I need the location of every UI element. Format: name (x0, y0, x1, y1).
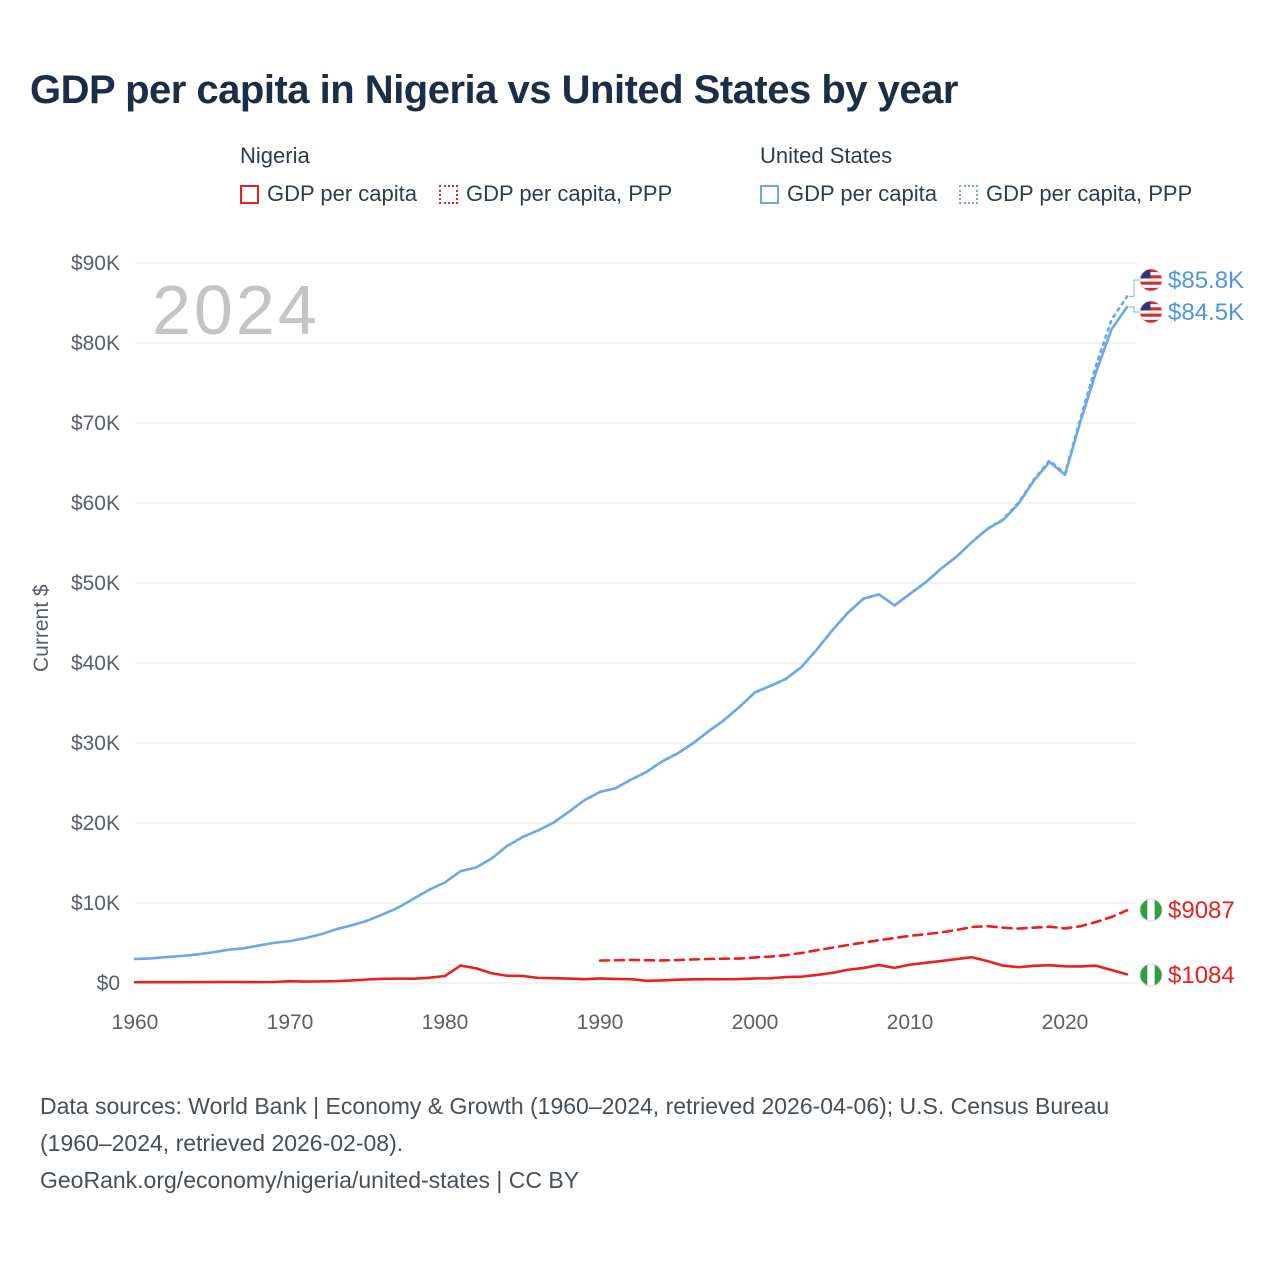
end-label-value: $1084 (1168, 962, 1235, 989)
legend-group-united-states: United States GDP per capita GDP per cap… (760, 143, 1192, 207)
dotted-line-swatch-icon (959, 184, 979, 204)
page-title: GDP per capita in Nigeria vs United Stat… (30, 68, 958, 112)
legend-group-title-united-states: United States (760, 143, 893, 168)
legend-items-united-states: GDP per capita GDP per capita, PPP (760, 181, 1192, 207)
series-line-2[interactable] (598, 909, 1129, 962)
legend-item-us-gdp-ppp[interactable]: GDP per capita, PPP (959, 181, 1192, 207)
y-tick-label: $10K (71, 892, 120, 915)
legend-label: GDP per capita (787, 181, 938, 206)
nigeria-flag-icon (1140, 964, 1162, 986)
y-tick-label: $0 (97, 972, 120, 995)
series-line-3[interactable] (133, 955, 1129, 984)
y-tick-label: $60K (71, 492, 120, 515)
x-tick-label: 1960 (112, 1011, 159, 1034)
legend-group-nigeria: Nigeria GDP per capita GDP per capita, P… (240, 143, 672, 207)
dotted-line-swatch-icon (439, 184, 459, 204)
legend-group-title-nigeria: Nigeria (240, 143, 310, 168)
y-tick-label: $30K (71, 732, 120, 755)
end-label-connector (1129, 306, 1139, 313)
chart-canvas: $0 $10K $20K $30K $40K $50K $60K $70K $80K $90K 19… (71, 252, 1244, 1034)
legend-item-us-gdp[interactable]: GDP per capita (760, 181, 937, 207)
data-sources-line-2: (1960–2024, retrieved 2026-02-08). (40, 1130, 404, 1156)
x-tick-label: 2020 (1042, 1011, 1089, 1034)
x-tick-label: 1980 (422, 1011, 469, 1034)
us-flag-icon (1140, 269, 1162, 291)
line-swatch-icon (240, 184, 259, 204)
end-label-value: $85.8K (1168, 267, 1244, 294)
x-tick-label: 2010 (887, 1011, 934, 1034)
y-tick-label: $40K (71, 652, 120, 675)
data-sources-line-1: Data sources: World Bank | Economy & Gro… (40, 1093, 1110, 1119)
series-line-1[interactable] (598, 295, 1129, 794)
end-label-value: $9087 (1168, 897, 1235, 924)
legend-item-nigeria-gdp-ppp[interactable]: GDP per capita, PPP (439, 181, 672, 207)
x-tick-label: 2000 (732, 1011, 779, 1034)
end-label-value: $84.5K (1168, 299, 1244, 326)
footer: Data sources: World Bank | Economy & Gro… (40, 1088, 1109, 1199)
us-flag-icon (1140, 301, 1162, 323)
y-tick-label: $50K (71, 572, 120, 595)
legend-items-nigeria: GDP per capita GDP per capita, PPP (240, 181, 672, 207)
y-tick-label: $90K (71, 252, 120, 275)
end-label-connector (1129, 279, 1139, 298)
legend-label: GDP per capita, PPP (986, 181, 1193, 206)
line-swatch-icon (760, 184, 779, 204)
series-line-0[interactable] (133, 305, 1129, 961)
legend-item-nigeria-gdp[interactable]: GDP per capita (240, 181, 417, 207)
attribution-link[interactable]: GeoRank.org/economy/nigeria/united-state… (40, 1167, 580, 1193)
x-tick-label: 1990 (577, 1011, 624, 1034)
y-tick-label: $80K (71, 332, 120, 355)
legend: Nigeria GDP per capita GDP per capita, P… (0, 143, 1280, 223)
x-tick-label: 1970 (267, 1011, 314, 1034)
nigeria-flag-icon (1140, 899, 1162, 921)
watermark-year: 2024 (152, 271, 320, 349)
y-tick-label: $70K (71, 412, 120, 435)
legend-label: GDP per capita (267, 181, 418, 206)
y-tick-label: $20K (71, 812, 120, 835)
legend-label: GDP per capita, PPP (466, 181, 673, 206)
